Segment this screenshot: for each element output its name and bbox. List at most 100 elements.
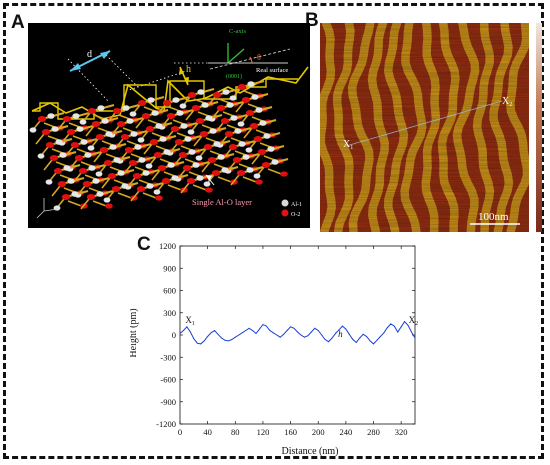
height-point [411,331,412,333]
chart-ticks: 0 40 80 120 160 200 240 280 320 1200 900 600 300 0 -30… [156,241,415,437]
panel-a-letter: A [11,12,25,33]
oxygen-atom [261,162,271,168]
y-tick-label: -1200 [156,419,176,429]
height-series-line [179,320,416,345]
height-point [331,337,333,339]
aluminum-atom [237,121,245,127]
aluminum-atom [67,178,75,184]
al-o-bond [235,101,245,113]
aluminum-atom [130,131,138,137]
afm-svg: X1 X2 100nm [320,23,529,232]
height-point [221,337,222,339]
crystal-structure-svg: d h C-axis θ (0001) Real surface Single … [28,23,310,228]
al-o-bond [135,117,145,129]
oxygen-atom [120,134,130,140]
height-point [183,330,184,331]
oxygen-atom [141,113,151,119]
panel-c-height-profile: 0 40 80 120 160 200 240 280 320 1200 900 600 300 0 -30… [128,238,430,458]
aluminum-atom [138,157,146,163]
height-point [286,330,288,331]
aluminum-atom [129,111,137,117]
oxygen-atom [212,92,222,98]
aluminum-atom [205,115,213,121]
aluminum-atom [163,149,171,155]
oxygen-atom [124,147,134,153]
aluminum-atom [142,170,150,176]
y-tick-label: 300 [163,308,176,318]
height-point [328,341,330,343]
oxygen-atom [99,147,109,153]
height-point [317,330,319,331]
y-tick-label: 600 [163,286,176,296]
height-point [362,333,364,335]
height-point [386,327,388,329]
height-point [179,333,181,334]
oxygen-atom [145,126,155,132]
height-point [234,336,236,338]
oxygen-atom [137,100,147,106]
oxygen-atom [78,168,88,174]
aluminum-atom [113,157,121,163]
height-point [335,333,336,334]
height-point [307,335,309,337]
oxygen-atom [153,152,163,158]
x-tick-label: 240 [340,427,353,437]
x-tick-label: 40 [203,427,212,437]
d-label: d [87,49,92,60]
aluminum-atom [180,123,188,129]
crystal-lattice [29,79,289,211]
height-point [238,334,240,336]
aluminum-atom [88,165,96,171]
height-point [272,332,274,334]
oxygen-atom [157,165,167,171]
x-tick-label: 320 [395,427,408,437]
aluminum-atom [247,81,255,87]
aluminum-atom [153,189,161,195]
aluminum-atom [253,173,261,179]
y-tick-label: 900 [163,263,176,273]
d-arrow [69,50,111,72]
orientation-axes [208,43,291,70]
oxygen-atom [178,152,188,158]
x-axis-label: Distance (nm) [282,446,339,457]
x-tick-label: 120 [257,427,270,437]
aluminum-atom [195,155,203,161]
aluminum-atom [238,141,246,147]
aluminum-atom [96,191,104,197]
height-point [400,326,402,328]
oxygen-atom [116,121,126,127]
aluminum-atom [229,95,237,101]
aluminum-atom [121,183,129,189]
oxygen-atom [224,131,234,137]
oxygen-atom [228,144,238,150]
aluminum-atom [97,105,105,111]
aluminum-atom [226,102,234,108]
aluminum-atom [51,126,59,132]
height-point [397,331,399,333]
height-point [217,333,219,335]
height-point [255,333,257,334]
oxygen-atom [107,173,117,179]
al-o-bond [130,190,140,202]
oxygen-atom [37,116,47,122]
oxygen-atom [166,113,176,119]
height-point [241,332,243,334]
height-point [265,325,267,327]
oxygen-atom [103,160,113,166]
height-point [352,339,354,340]
height-point [297,331,298,333]
height-point [321,334,323,336]
oxygen-atom [236,170,246,176]
oxygen-atom [57,181,67,187]
h-label: h [186,64,191,75]
aluminum-atom [187,129,195,135]
height-point [189,331,191,333]
legend-o-swatch [281,209,289,217]
height-point [262,324,264,326]
real-surface-label: Real surface [256,67,288,74]
height-point [214,330,216,331]
aluminum-atom [101,118,109,124]
scale-bar-label: 100nm [478,211,509,223]
oxygen-atom [253,136,263,142]
oxygen-atom [86,194,96,200]
